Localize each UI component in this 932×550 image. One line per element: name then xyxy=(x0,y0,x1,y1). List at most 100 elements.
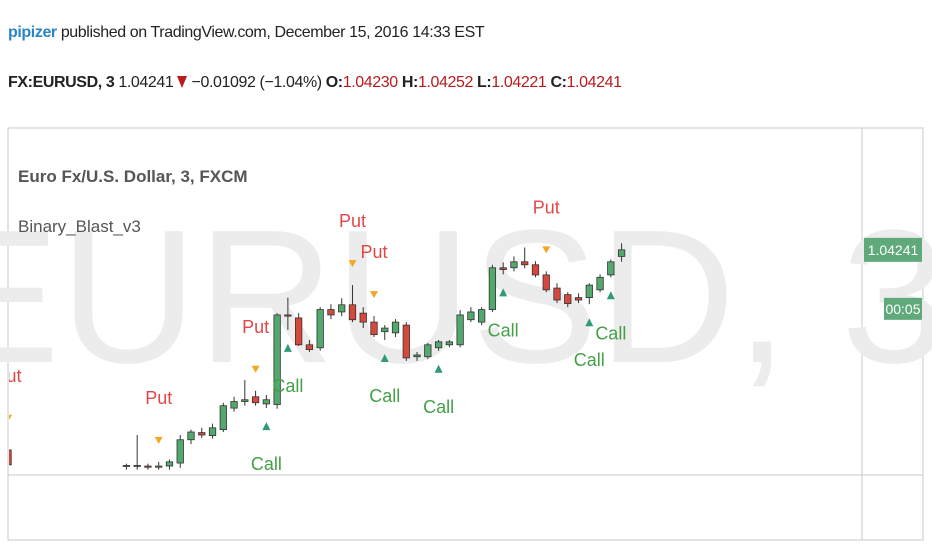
candle-body xyxy=(617,249,626,257)
ohlc-label: L: xyxy=(477,74,492,91)
candle-body xyxy=(467,311,475,321)
candle-body xyxy=(607,261,615,276)
published: published on TradingView.com, December 1… xyxy=(60,24,485,41)
candle-body xyxy=(424,344,432,358)
call-label: Call xyxy=(369,386,400,406)
candle-body xyxy=(359,312,367,323)
author[interactable]: pipizer xyxy=(8,24,57,41)
quote-line: FX:EURUSD, 3 1.04241 −0.01092 (−1.04%) O… xyxy=(8,74,622,92)
call-label: Call xyxy=(488,320,519,340)
candle-body xyxy=(176,439,184,464)
candle-body xyxy=(488,267,497,310)
candle-body xyxy=(133,465,141,467)
candle-body xyxy=(381,327,389,333)
last: 1.04241 xyxy=(118,74,174,91)
candle-body xyxy=(564,294,572,304)
candle-body xyxy=(251,396,260,404)
countdown-box xyxy=(884,297,922,320)
call-label: Call xyxy=(251,454,282,474)
candle-body xyxy=(370,321,378,336)
put-arrow xyxy=(154,436,163,444)
candle-body xyxy=(316,309,324,349)
candle-body xyxy=(165,461,174,467)
candle-body xyxy=(284,314,292,317)
candle-body xyxy=(585,284,593,299)
put-arrow xyxy=(251,365,260,373)
countdown-label: 00:05 xyxy=(885,301,920,317)
call-arrow xyxy=(434,364,443,373)
call-arrow xyxy=(283,343,292,352)
candle-body xyxy=(348,304,357,321)
candle-body xyxy=(574,297,583,301)
ohlc-value: 1.04252 xyxy=(417,74,473,91)
put-arrow xyxy=(9,414,12,421)
call-arrow xyxy=(380,354,389,363)
candle-body xyxy=(187,431,195,441)
candle-body xyxy=(241,399,249,402)
put-label: Put xyxy=(145,388,172,408)
candle-body xyxy=(327,309,335,316)
call-label: Call xyxy=(272,376,303,396)
candle-body xyxy=(122,465,131,467)
ohlc-value: 1.04230 xyxy=(342,74,398,91)
put-label: Put xyxy=(0,366,22,386)
put-arrow xyxy=(370,291,378,299)
candle-body xyxy=(434,341,443,349)
candle-body xyxy=(510,261,518,269)
call-arrow xyxy=(499,288,508,297)
candle-body xyxy=(273,314,281,405)
candle-body xyxy=(295,317,303,346)
indicator-name: Binary_Blast_v3 xyxy=(18,217,141,236)
candle-body xyxy=(499,267,507,270)
call-label: Call xyxy=(423,397,454,417)
ohlc: O:1.04230 H:1.04252 L:1.04221 C:1.04241 xyxy=(326,74,622,91)
ohlc-label: H: xyxy=(401,74,418,91)
candle-body xyxy=(262,399,270,405)
put-label: Put xyxy=(533,197,560,217)
last-price-label: 1.04241 xyxy=(868,242,919,258)
candle-body xyxy=(553,287,561,301)
candle-body xyxy=(521,261,529,266)
down-arrow xyxy=(177,76,188,88)
call-arrow xyxy=(585,318,594,327)
put-label: Put xyxy=(339,211,366,231)
candle-body xyxy=(230,401,238,409)
change: −0.01092 (−1.04%) xyxy=(191,74,323,91)
candle-body xyxy=(402,324,410,359)
candle-body xyxy=(144,465,152,468)
chart-title: Euro Fx/U.S. Dollar, 3, FXCM xyxy=(18,167,248,186)
call-arrow xyxy=(262,422,271,431)
put-label: Put xyxy=(242,317,269,337)
candle-body xyxy=(198,432,206,436)
candle-body xyxy=(445,341,453,346)
candle-body xyxy=(413,354,421,358)
candle-body xyxy=(155,465,163,468)
publish-line: pipizer published on TradingView.com, De… xyxy=(8,24,485,42)
candle-body xyxy=(208,427,217,436)
frame xyxy=(7,127,924,541)
candle-body xyxy=(542,274,550,291)
last-price-box xyxy=(864,237,922,262)
candle-body xyxy=(391,321,400,334)
candle-body xyxy=(219,405,227,431)
ohlc-value: 1.04241 xyxy=(566,74,622,91)
candle-body xyxy=(596,276,604,291)
watermark: EURUSD, 3 xyxy=(0,191,932,403)
ohlc-value: 1.04221 xyxy=(491,74,547,91)
put-label: Put xyxy=(360,242,387,262)
candle-body xyxy=(9,449,12,466)
candle-body xyxy=(305,344,314,350)
call-arrow xyxy=(606,291,615,300)
ohlc-label: O: xyxy=(325,74,343,91)
call-label: Call xyxy=(595,323,626,343)
candle-body xyxy=(456,314,464,346)
call-label: Call xyxy=(574,350,605,370)
candle-body xyxy=(478,309,486,323)
candle-body xyxy=(531,264,540,276)
put-arrow xyxy=(348,260,357,268)
put-arrow xyxy=(542,246,551,254)
candle-body xyxy=(338,304,346,313)
ohlc-label: C: xyxy=(550,74,567,91)
